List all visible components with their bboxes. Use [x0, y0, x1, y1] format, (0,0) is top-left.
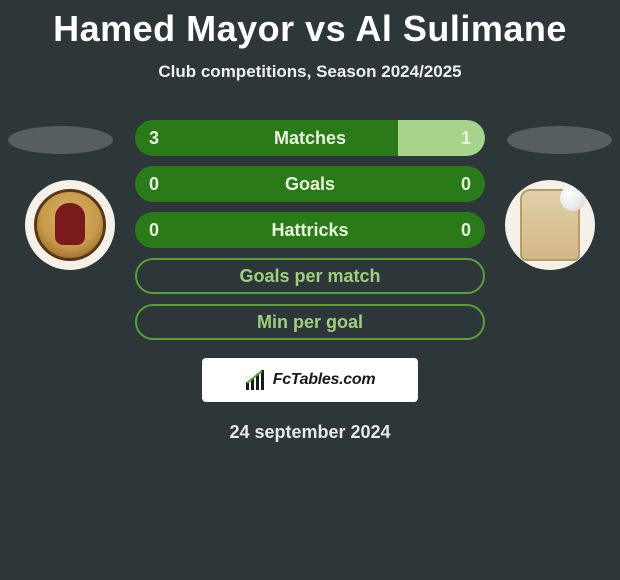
stat-label: Goals per match — [239, 266, 380, 287]
stat-value-right: 0 — [461, 220, 471, 241]
stat-bar: 3 1 Matches — [135, 120, 485, 156]
stat-value-right: 1 — [461, 128, 471, 149]
brand-text: FcTables.com — [273, 371, 376, 389]
stat-label: Hattricks — [271, 220, 348, 241]
stat-label: Min per goal — [257, 312, 363, 333]
page-title: Hamed Mayor vs Al Sulimane — [0, 0, 620, 50]
brand-logo: FcTables.com — [202, 358, 418, 402]
team-badge-left — [25, 180, 115, 270]
comparison-content: 3 1 Matches 0 0 Goals 0 0 Hattricks Goals per mat… — [0, 120, 620, 340]
stat-value-left: 3 — [149, 128, 159, 149]
subtitle: Club competitions, Season 2024/2025 — [0, 62, 620, 82]
bars-icon — [245, 370, 269, 390]
stat-bar: 0 0 Goals — [135, 166, 485, 202]
stat-bar: Goals per match — [135, 258, 485, 294]
stat-value-right: 0 — [461, 174, 471, 195]
date-text: 24 september 2024 — [0, 422, 620, 443]
stat-bar: Min per goal — [135, 304, 485, 340]
player-marker-left — [8, 126, 113, 154]
stat-value-left: 0 — [149, 174, 159, 195]
bar-fill-right — [398, 120, 486, 156]
stat-label: Matches — [274, 128, 346, 149]
stat-value-left: 0 — [149, 220, 159, 241]
player-marker-right — [507, 126, 612, 154]
stat-label: Goals — [285, 174, 335, 195]
stat-bars: 3 1 Matches 0 0 Goals 0 0 Hattricks Goals per mat… — [135, 120, 485, 340]
team-badge-right — [505, 180, 595, 270]
stat-bar: 0 0 Hattricks — [135, 212, 485, 248]
